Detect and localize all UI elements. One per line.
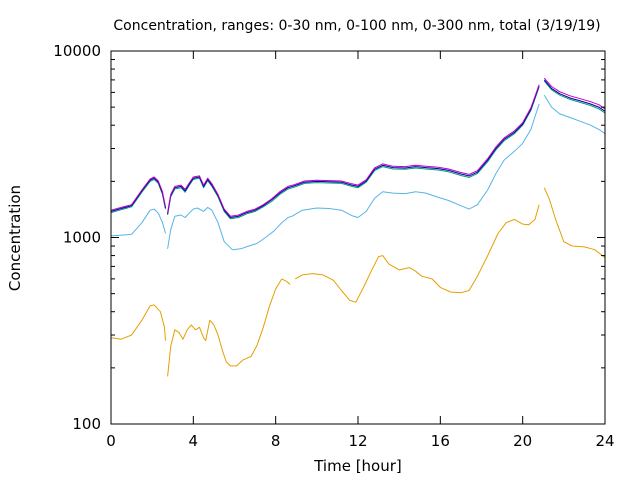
y-axis-ticks: 100 1000 10000	[53, 42, 605, 433]
x-tick-label: 0	[106, 432, 116, 450]
series-3-line-segment	[543, 80, 606, 114]
y-axis-label: Concentration	[6, 185, 24, 291]
series-5-line-segment	[110, 176, 166, 211]
x-axis-ticks: 0 4 8 12 16 20 24	[106, 51, 615, 450]
x-axis-label: Time [hour]	[313, 457, 402, 475]
series-3-line-segment	[167, 86, 540, 220]
series-5-line-segment	[543, 77, 606, 110]
series-4-line-segment	[167, 85, 540, 218]
x-tick-label: 20	[513, 432, 532, 450]
series-1-line-segment	[543, 187, 606, 258]
x-tick-label: 4	[189, 432, 199, 450]
series-1-line-segment	[294, 204, 540, 303]
x-tick-label: 8	[271, 432, 281, 450]
x-tick-label: 16	[431, 432, 450, 450]
x-tick-label: 24	[595, 432, 614, 450]
series-4-line-segment	[543, 79, 606, 112]
series-2-line-segment	[543, 94, 606, 135]
chart-title: Concentration, ranges: 0-30 nm, 0-100 nm…	[113, 18, 600, 34]
series-3	[110, 80, 606, 220]
series-2-line-segment	[167, 103, 540, 251]
series-2	[110, 94, 606, 251]
y-tick-label: 10000	[53, 42, 101, 60]
series-1-line-segment	[167, 278, 291, 377]
series-1	[110, 187, 606, 377]
series-5-line-segment	[167, 84, 540, 217]
y-tick-label: 1000	[63, 229, 101, 247]
y-tick-label: 100	[72, 415, 101, 433]
x-tick-label: 12	[348, 432, 367, 450]
series-layer	[110, 77, 606, 377]
series-5	[110, 77, 606, 217]
series-4	[110, 79, 606, 218]
series-1-line-segment	[110, 304, 166, 341]
series-2-line-segment	[110, 208, 166, 237]
